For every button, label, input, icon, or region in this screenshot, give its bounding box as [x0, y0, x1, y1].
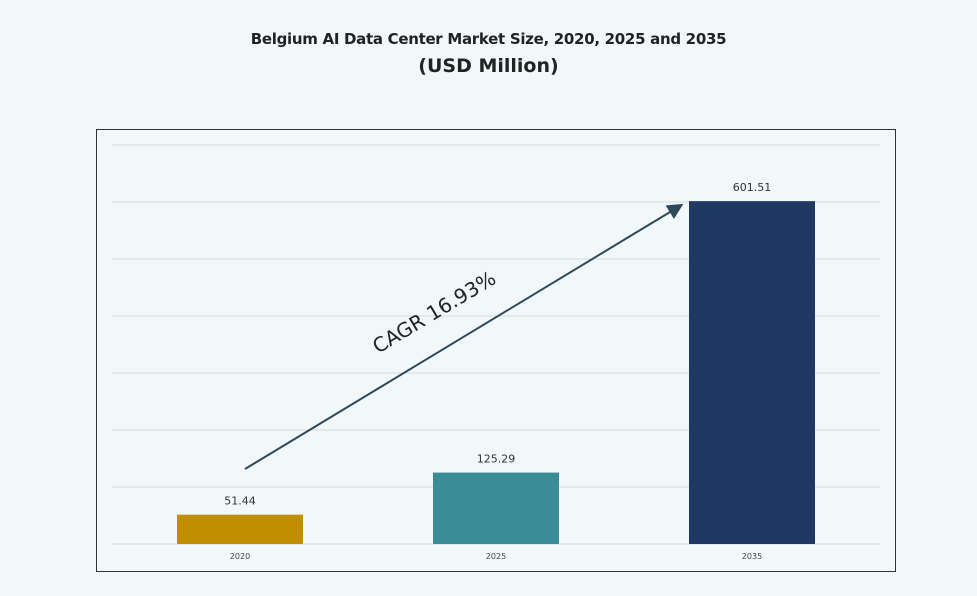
- x-tick-label-2020: 2020: [230, 552, 250, 561]
- chart-subtitle: (USD Million): [418, 55, 559, 77]
- plot-area: [96, 129, 896, 572]
- x-tick-label-2035: 2035: [742, 552, 762, 561]
- cagr-arrow: [244, 203, 684, 470]
- bar-2035: [689, 201, 815, 545]
- data-label-2035: 601.51: [733, 181, 772, 194]
- data-label-2020: 51.44: [224, 495, 256, 508]
- x-tick-label-2025: 2025: [486, 552, 506, 561]
- cagr-label: CAGR 16.93%: [368, 266, 500, 358]
- data-label-2025: 125.29: [477, 453, 516, 466]
- bar-2020: [177, 514, 303, 544]
- bar-2025: [433, 472, 559, 544]
- chart-title: Belgium AI Data Center Market Size, 2020…: [250, 30, 727, 48]
